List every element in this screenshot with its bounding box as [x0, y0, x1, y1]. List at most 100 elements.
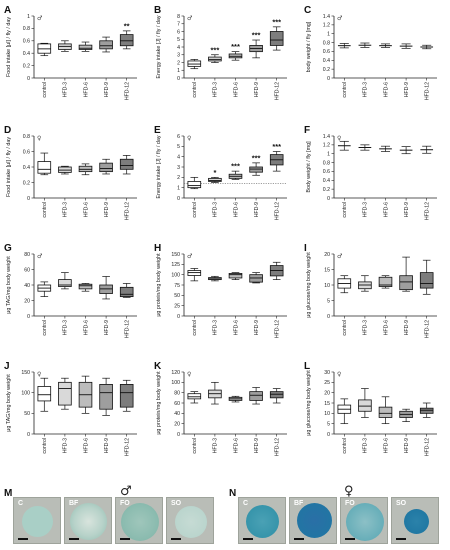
- x-tick-label: HFD-9: [104, 320, 110, 335]
- sex-symbol: ♂: [187, 253, 192, 260]
- x-tick-label: HFD-6: [383, 202, 389, 217]
- y-tick-label: 0: [27, 196, 30, 202]
- x-tick-label: HFD-3: [63, 438, 69, 453]
- panel-letter: F: [304, 125, 310, 136]
- x-tick-label: HFD-6: [233, 438, 239, 453]
- chart-panel-k: K ♀ 0 20 40 60 80 100 120 μg protein/mg body weig…: [154, 361, 287, 456]
- x-tick-label: control: [192, 202, 198, 218]
- sex-symbol: ♀: [37, 135, 41, 142]
- box: [119, 286, 134, 298]
- box: [78, 283, 93, 290]
- y-tick-label: 5: [177, 144, 180, 150]
- stain-panel-male: M ♂ C BF FO SO: [0, 484, 225, 550]
- y-tick-label: 0: [177, 432, 180, 438]
- chart-panel-f: F ♀ 0 0.2 0.4 0.6 0.8 1 1.2 1.4 Body weight / fly …: [304, 125, 437, 220]
- y-tick-label: 0.8: [323, 40, 330, 46]
- x-tick-label: HFD-12: [425, 202, 431, 220]
- box: [119, 34, 134, 47]
- box: [187, 181, 202, 189]
- significance-label: ***: [252, 31, 261, 40]
- y-tick-label: 0.6: [323, 169, 330, 175]
- x-tick-label: HFD-12: [275, 82, 281, 100]
- significance-label: ***: [272, 142, 281, 151]
- x-tick-label: control: [192, 82, 198, 98]
- x-tick-label: HFD-3: [63, 320, 69, 335]
- panel-letter: H: [154, 243, 161, 254]
- gut-disc: [297, 503, 332, 538]
- x-tick-label: HFD-12: [275, 438, 281, 456]
- y-tick-label: 60: [174, 401, 180, 407]
- y-tick-label: 2: [177, 60, 180, 66]
- panel-letter: C: [304, 5, 311, 16]
- significance-label: *: [213, 168, 216, 177]
- box: [269, 391, 284, 399]
- chart-panel-h: H ♂ 0 25 50 75 100 125 150 μg protein/mg body wei…: [154, 243, 287, 338]
- box: [37, 161, 52, 174]
- y-axis-label: Food intake [μl] / fly / day: [6, 17, 12, 77]
- y-tick-label: 0: [177, 196, 180, 202]
- box: [399, 275, 413, 291]
- x-tick-label: HFD-3: [363, 202, 369, 217]
- chart-panel-l: L ♀ 0 5 10 15 20 25 30 μg glucose/mg body weight c…: [304, 361, 437, 456]
- panel-letter: A: [4, 5, 11, 16]
- panel-letter: M: [4, 488, 13, 499]
- x-tick-label: HFD-6: [233, 202, 239, 217]
- y-tick-label: 4: [177, 45, 180, 51]
- gut-disc: [22, 506, 53, 537]
- sex-symbol: ♂: [337, 253, 342, 260]
- stain-image-so: SO: [391, 497, 439, 544]
- y-tick-label: 50: [24, 411, 30, 417]
- stain-label: SO: [171, 500, 182, 507]
- x-tick-label: HFD-6: [83, 320, 89, 335]
- stain-image-fo: FO: [115, 497, 163, 544]
- y-tick-label: 7: [177, 22, 180, 28]
- y-tick-label: 0.4: [23, 165, 30, 171]
- y-tick-label: 0: [27, 76, 30, 82]
- x-tick-label: HFD-9: [104, 438, 110, 453]
- x-tick-label: HFD-9: [404, 438, 410, 453]
- y-tick-label: 1: [327, 152, 330, 158]
- panel-letter: L: [304, 361, 310, 372]
- y-tick-label: 5: [327, 298, 330, 304]
- gut-disc: [121, 503, 159, 541]
- x-tick-label: HFD-12: [425, 82, 431, 100]
- gut-disc: [404, 509, 429, 534]
- panel-letter: E: [154, 125, 161, 136]
- y-tick-label: 0: [327, 314, 330, 320]
- y-tick-label: 0: [177, 76, 180, 82]
- y-tick-label: 8: [177, 14, 180, 20]
- x-tick-label: HFD-3: [213, 82, 219, 97]
- box: [419, 407, 434, 414]
- y-tick-label: 0.2: [23, 180, 30, 186]
- scale-bar: [243, 538, 253, 540]
- y-axis-label: μg protein/mg body weight: [156, 253, 162, 317]
- y-tick-label: 25: [174, 303, 180, 309]
- y-tick-label: 1.2: [323, 23, 330, 29]
- y-tick-label: 1: [177, 185, 180, 191]
- y-tick-label: 40: [24, 283, 30, 289]
- chart-panel-d: D ♀ 0 0.2 0.4 0.6 0.8 Food intake [μl] / fly / …: [4, 125, 137, 220]
- x-tick-label: control: [342, 82, 348, 98]
- chart-panel-g: G ♂ 0 20 40 60 80 μg TAG/mg body weight control H…: [4, 243, 137, 338]
- chart-panel-c: C ♂ 0 0.2 0.4 0.6 0.8 1 1.2 1.4 body weight / fly …: [304, 5, 437, 100]
- female-symbol-icon: ♀: [344, 484, 354, 499]
- y-axis-label: Food intake [μl] / fly / day: [6, 137, 12, 197]
- y-axis-label: Energy intake [J] / fly / day: [156, 15, 162, 79]
- y-tick-label: 50: [174, 293, 180, 299]
- box: [99, 40, 113, 50]
- y-tick-label: 6: [177, 29, 180, 35]
- y-tick-label: 0.8: [23, 134, 30, 140]
- y-tick-label: 150: [171, 252, 180, 258]
- sex-symbol: ♂: [187, 15, 192, 22]
- x-tick-label: HFD-12: [275, 202, 281, 220]
- chart-panel-i: I ♂ 0 5 10 15 20 μg glucose/mg body weight contr…: [304, 243, 437, 338]
- y-tick-label: 3: [177, 53, 180, 59]
- y-axis-label: μg glucose/mg body weight: [306, 370, 312, 436]
- sex-symbol: ♀: [187, 371, 191, 378]
- x-tick-label: HFD-9: [104, 202, 110, 217]
- y-tick-label: 0.6: [23, 39, 30, 45]
- box: [37, 386, 52, 402]
- x-tick-label: control: [42, 320, 48, 336]
